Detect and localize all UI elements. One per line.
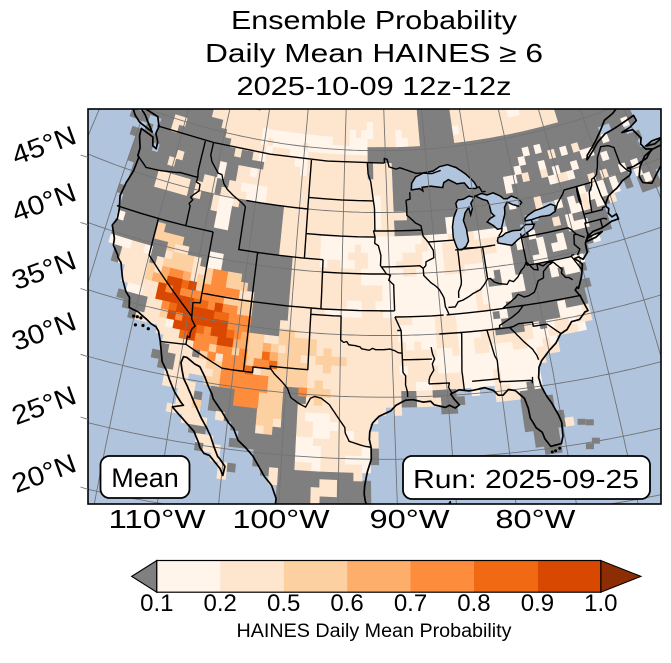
svg-text:80°W: 80°W [495,504,576,534]
svg-text:0.9: 0.9 [521,590,554,617]
svg-text:0.2: 0.2 [204,590,237,617]
svg-text:Mean: Mean [111,463,179,493]
svg-text:1.0: 1.0 [584,590,617,617]
svg-text:HAINES Daily Mean Probability: HAINES Daily Mean Probability [237,621,513,642]
svg-text:100°W: 100°W [233,504,331,534]
svg-text:Run: 2025-09-25: Run: 2025-09-25 [413,464,639,494]
svg-text:110°W: 110°W [109,504,207,534]
svg-text:0.7: 0.7 [394,590,427,617]
svg-text:90°W: 90°W [370,504,451,534]
svg-text:0.8: 0.8 [457,590,490,617]
svg-text:Ensemble Probability: Ensemble Probability [231,5,517,35]
svg-text:0.1: 0.1 [140,590,173,617]
svg-text:2025-10-09 12z-12z: 2025-10-09 12z-12z [237,71,512,101]
svg-text:Daily Mean HAINES ≥ 6: Daily Mean HAINES ≥ 6 [205,38,543,68]
svg-text:0.6: 0.6 [330,590,363,617]
svg-text:0.5: 0.5 [267,590,300,617]
